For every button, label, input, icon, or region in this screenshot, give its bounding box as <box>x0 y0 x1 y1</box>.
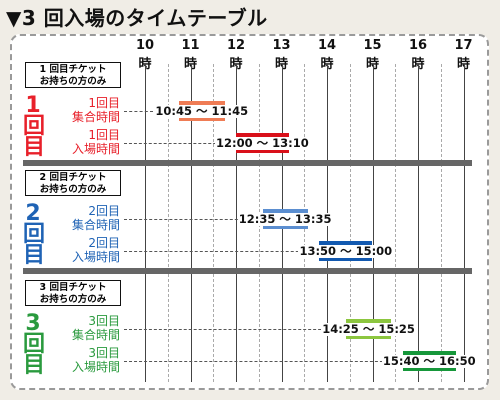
row-guide-line <box>124 329 346 330</box>
row-guide-line <box>124 143 236 144</box>
ticket-note-line1: 1 回目チケット <box>39 64 107 75</box>
ticket-note-line2: お持ちの方のみ <box>39 294 107 305</box>
round-char: 目 <box>23 353 46 378</box>
hour-label: 11 時 <box>181 38 200 72</box>
row-label-round: 3回目 <box>88 346 120 360</box>
hour-label: 13 時 <box>272 38 291 72</box>
row-label-round: 2回目 <box>88 236 120 250</box>
section-divider <box>23 268 472 274</box>
row-label-kind: 集合時間 <box>71 218 120 232</box>
row-label: 3回目 集合時間 <box>60 314 120 342</box>
hour-label: 17 時 <box>454 38 473 72</box>
row-label-kind: 集合時間 <box>71 328 120 342</box>
row-label-round: 1回目 <box>88 96 120 110</box>
time-range-label: 13:50 〜 15:00 <box>298 244 394 258</box>
round-char: 回 <box>23 332 46 357</box>
ticket-note-line2: お持ちの方のみ <box>39 76 107 87</box>
hour-gridline <box>418 64 419 382</box>
half-hour-gridline <box>395 64 397 382</box>
row-label: 3回目 入場時間 <box>60 346 120 374</box>
round-digit: 3 <box>25 311 41 336</box>
hour-gridline <box>236 64 237 382</box>
round-digit: 2 <box>25 201 41 226</box>
hour-gridline <box>463 64 465 382</box>
hour-gridline <box>372 64 374 382</box>
hour-label: 16 時 <box>408 38 428 72</box>
row-label: 2回目 入場時間 <box>60 236 120 264</box>
ticket-note: 3 回目チケット お持ちの方のみ <box>25 280 121 306</box>
ticket-note: 2 回目チケット お持ちの方のみ <box>25 170 121 196</box>
time-range-label: 15:40 〜 16:50 <box>381 354 477 368</box>
row-label-kind: 入場時間 <box>71 142 120 156</box>
section-divider <box>23 160 472 166</box>
row-guide-line <box>124 361 403 362</box>
time-range-label: 12:35 〜 13:35 <box>237 212 333 226</box>
row-guide-line <box>124 111 180 112</box>
row-label-round: 3回目 <box>88 314 120 328</box>
row-label-kind: 集合時間 <box>71 110 120 124</box>
hour-label: 15 時 <box>363 38 382 72</box>
row-guide-line <box>124 251 320 252</box>
row-label-kind: 入場時間 <box>71 250 120 264</box>
half-hour-gridline <box>349 64 351 382</box>
round-char: 目 <box>23 135 46 160</box>
round-char: 目 <box>23 243 46 268</box>
page-title: ▼3 回入場のタイムテーブル <box>6 6 268 30</box>
round-char: 回 <box>23 114 46 139</box>
ticket-note: 1 回目チケット お持ちの方のみ <box>25 62 121 88</box>
hour-label: 12 時 <box>226 38 246 72</box>
time-range-label: 10:45 〜 11:45 <box>154 104 250 118</box>
ticket-note-line2: お持ちの方のみ <box>39 184 107 195</box>
ticket-note-line1: 2 回目チケット <box>39 172 107 183</box>
round-digit: 1 <box>25 93 41 118</box>
hour-label: 10 時 <box>135 38 155 72</box>
half-hour-gridline <box>213 64 215 382</box>
half-hour-gridline <box>167 64 169 382</box>
row-label: 2回目 集合時間 <box>60 204 120 232</box>
hour-gridline <box>190 64 192 382</box>
hour-gridline <box>145 64 146 382</box>
row-label: 1回目 集合時間 <box>60 96 120 124</box>
ticket-note-line1: 3 回目チケット <box>39 282 107 293</box>
round-char: 回 <box>23 222 46 247</box>
hour-label: 14 時 <box>317 38 337 72</box>
time-range-label: 12:00 〜 13:10 <box>215 136 310 150</box>
row-label-round: 1回目 <box>88 128 120 142</box>
row-label: 1回目 入場時間 <box>60 128 120 156</box>
time-range-label: 14:25 〜 15:25 <box>321 322 416 336</box>
row-label-kind: 入場時間 <box>71 360 120 374</box>
row-guide-line <box>124 219 263 220</box>
half-hour-gridline <box>440 64 442 382</box>
row-label-round: 2回目 <box>88 204 120 218</box>
